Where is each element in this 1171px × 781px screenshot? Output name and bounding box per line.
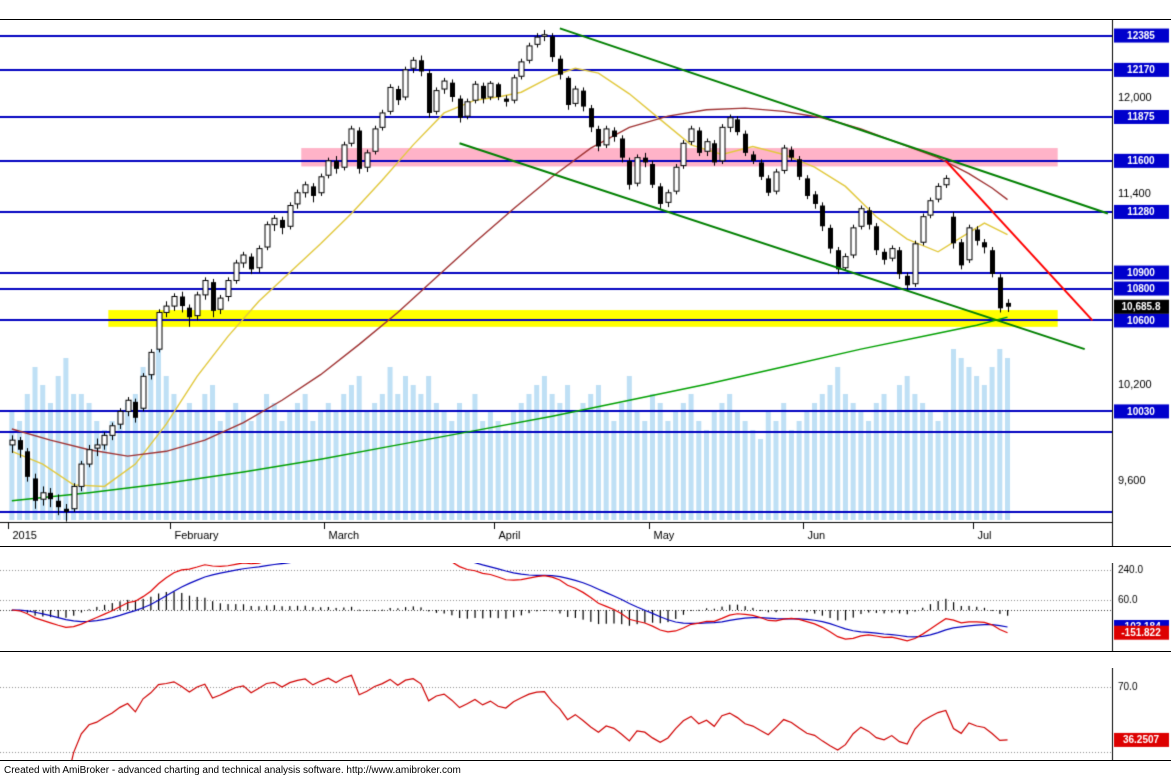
macd-pane-title-bar: ^GDAXI - MACD(12,26) = -151.82, Signal(1… <box>0 546 1171 578</box>
rsi-chart-canvas[interactable] <box>0 668 1171 760</box>
price-chart-canvas[interactable] <box>0 20 1171 546</box>
price-pane-title-bar: ^GDAXI - Daily 08-07-2015 Open 10710.3, … <box>0 0 1171 31</box>
rsi-pane-title-bar: ^GDAXI - RSI(15) = 36.25 <box>0 651 1171 683</box>
footer-credit: Created with AmiBroker - advanced charti… <box>0 760 1171 781</box>
macd-chart-canvas[interactable] <box>0 563 1171 651</box>
